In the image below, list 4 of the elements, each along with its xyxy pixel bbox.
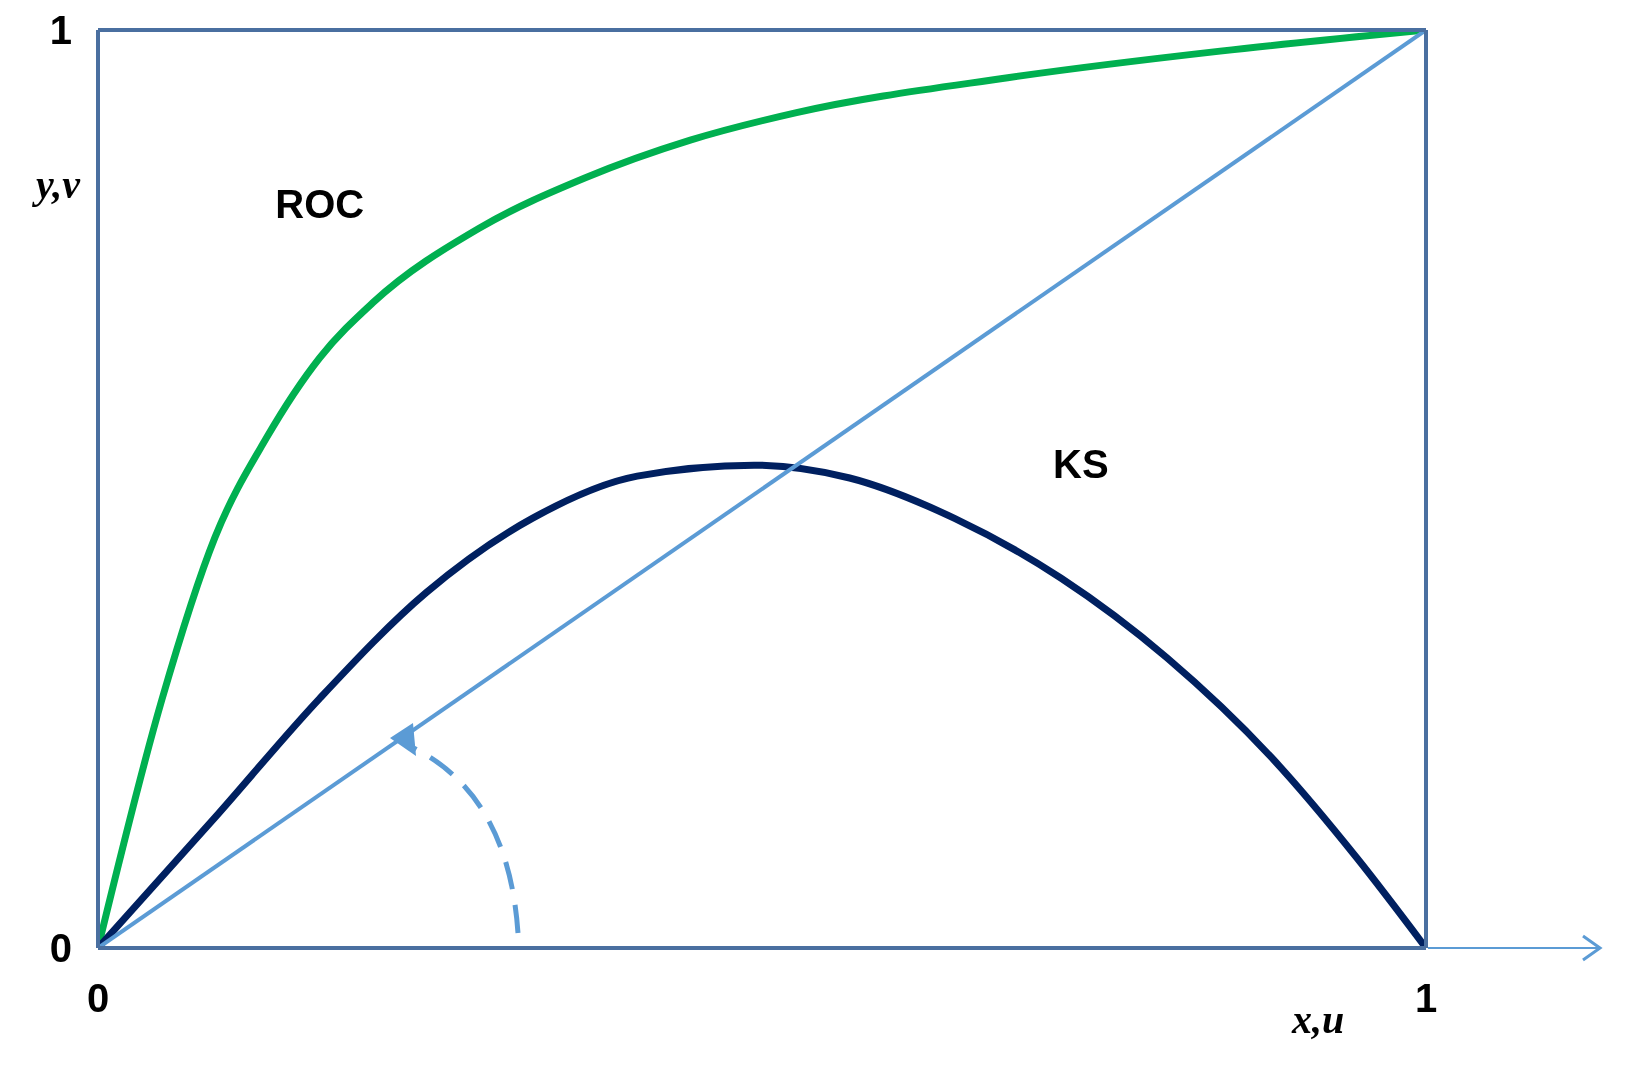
series-label: ROC xyxy=(275,181,365,226)
series-label: KS xyxy=(1053,442,1109,487)
x-axis-title: x,u xyxy=(1290,997,1345,1042)
y-axis-title: y,v xyxy=(31,162,82,207)
